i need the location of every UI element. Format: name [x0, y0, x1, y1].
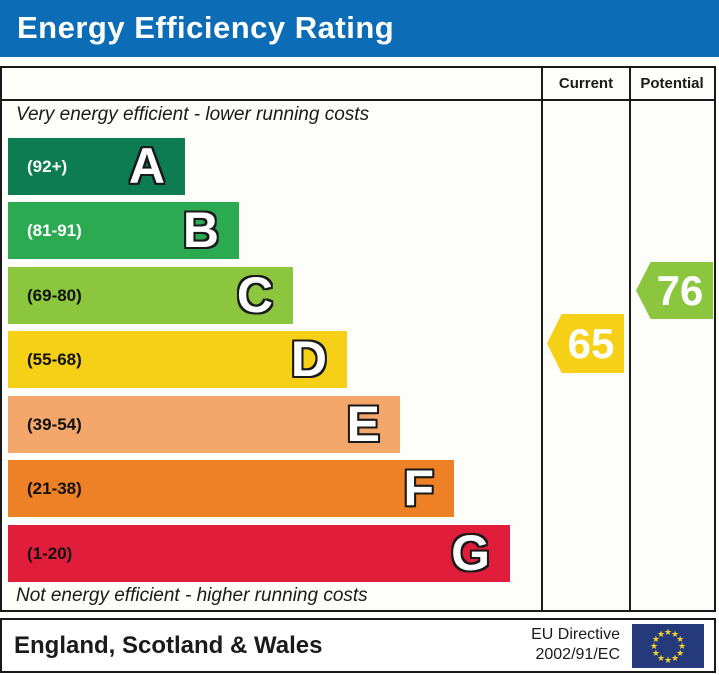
- band-d-range: (55-68): [27, 349, 82, 369]
- footer-region-label: England, Scotland & Wales: [14, 631, 323, 659]
- band-f-letter: F: [403, 459, 434, 516]
- eu-directive-line1: EU Directive: [531, 625, 620, 643]
- eu-directive-label: EU Directive 2002/91/EC: [531, 625, 620, 667]
- column-divider-current: [541, 68, 543, 610]
- band-c: (69-80) C: [8, 267, 293, 324]
- column-header-potential: Potential: [640, 75, 704, 92]
- page-title: Energy Efficiency Rating: [17, 10, 395, 45]
- note-very-efficient: Very energy efficient - lower running co…: [16, 104, 370, 125]
- band-g-range: (1-20): [27, 543, 73, 563]
- current-rating-value: 65: [567, 320, 615, 367]
- column-divider-potential: [629, 68, 631, 610]
- band-d-letter: D: [290, 330, 327, 387]
- rating-table: Current Potential Very energy efficient …: [0, 66, 716, 612]
- band-a-letter: A: [128, 137, 165, 194]
- eu-flag-icon: ★ ★ ★ ★ ★ ★ ★ ★ ★ ★ ★ ★: [632, 623, 704, 668]
- title-bar: Energy Efficiency Rating: [0, 0, 719, 57]
- potential-rating-pointer: 76: [636, 262, 713, 319]
- footer: England, Scotland & Wales EU Directive 2…: [0, 618, 716, 673]
- band-g: (1-20) G: [8, 525, 510, 582]
- column-header-current: Current: [558, 75, 614, 92]
- band-b-range: (81-91): [27, 220, 82, 240]
- band-b-letter: B: [182, 201, 219, 258]
- band-a: (92+) A: [8, 138, 185, 195]
- band-c-range: (69-80): [27, 285, 82, 305]
- band-e: (39-54) E: [8, 396, 400, 453]
- band-b: (81-91) B: [8, 202, 239, 259]
- band-f-range: (21-38): [27, 478, 82, 498]
- band-f: (21-38) F: [8, 460, 454, 517]
- eu-directive-line2: 2002/91/EC: [535, 646, 620, 664]
- eu-flag-stars: ★ ★ ★ ★ ★ ★ ★ ★ ★ ★ ★ ★: [649, 626, 687, 665]
- band-c-letter: C: [236, 266, 273, 323]
- band-e-letter: E: [346, 395, 380, 452]
- band-e-range: (39-54): [27, 414, 82, 434]
- band-d: (55-68) D: [8, 331, 347, 388]
- potential-rating-value: 76: [656, 267, 704, 314]
- band-a-range: (92+): [27, 156, 68, 176]
- note-not-efficient: Not energy efficient - higher running co…: [16, 585, 368, 606]
- band-g-letter: G: [451, 524, 490, 581]
- header-divider: [2, 99, 714, 101]
- current-rating-pointer: 65: [547, 314, 624, 373]
